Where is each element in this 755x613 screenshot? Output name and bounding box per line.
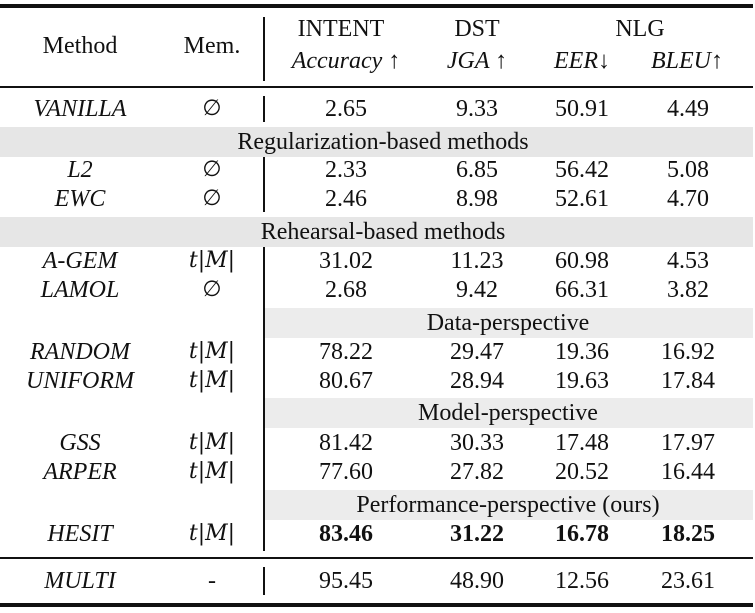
table-row-bleu: 4.53 (667, 248, 709, 274)
table-row-jga: 27.82 (450, 459, 504, 485)
column-divider (263, 96, 265, 122)
table-row-eer: 12.56 (555, 568, 609, 594)
table-row-jga: 48.90 (450, 568, 504, 594)
table-row-bleu: 16.92 (661, 339, 715, 365)
table-row-mem: t|M| (188, 248, 236, 273)
table-row-acc: 77.60 (319, 459, 373, 485)
table-row-eer: 52.61 (555, 186, 609, 212)
table-row-bleu: 23.61 (661, 568, 715, 594)
header-mem: Mem. (183, 33, 241, 59)
header-jga: JGA ↑ (446, 48, 508, 74)
table-row-mem: t|M| (188, 368, 236, 393)
column-divider (263, 17, 265, 81)
table-row-mem: t|M| (188, 339, 236, 364)
table-row-acc: 81.42 (319, 430, 373, 456)
table-row-bleu: 17.84 (661, 368, 715, 394)
table-row-method: EWC (54, 186, 106, 212)
table-row-jga: 9.33 (456, 96, 498, 122)
table-row-mem: t|M| (188, 521, 236, 546)
table-row-bleu: 4.70 (667, 186, 709, 212)
section-band (265, 490, 753, 520)
section-model: Model-perspective (418, 400, 598, 426)
table-row-mem: - (208, 568, 216, 594)
table-row-eer: 16.78 (555, 521, 609, 547)
table-row-method: HESIT (47, 521, 113, 547)
table-row-method: LAMOL (40, 277, 120, 303)
table-row-method: UNIFORM (26, 368, 134, 394)
multi-rule (0, 557, 753, 559)
table-row-jga: 9.42 (456, 277, 498, 303)
section-band (265, 308, 753, 338)
table-row-acc: 2.65 (325, 96, 367, 122)
table-row-mem: ∅ (202, 96, 222, 121)
table-row-eer: 20.52 (555, 459, 609, 485)
section-performance: Performance-perspective (ours) (356, 492, 660, 518)
table-row-bleu: 17.97 (661, 430, 715, 456)
header-dst: DST (454, 16, 500, 42)
table-row-eer: 19.63 (555, 368, 609, 394)
table-row-bleu: 4.49 (667, 96, 709, 122)
table-row-acc: 31.02 (319, 248, 373, 274)
top-rule (0, 4, 753, 8)
table-row-acc: 95.45 (319, 568, 373, 594)
table-row-acc: 2.33 (325, 157, 367, 183)
table-row-method: GSS (59, 430, 101, 456)
table-row-mem: t|M| (188, 430, 236, 455)
table-row-jga: 8.98 (456, 186, 498, 212)
table-row-acc: 2.46 (325, 186, 367, 212)
header-nlg: NLG (615, 16, 665, 42)
column-divider (263, 567, 265, 595)
section-data: Data-perspective (426, 310, 590, 336)
table-row-mem: ∅ (202, 277, 222, 302)
table-row-mem: ∅ (202, 157, 222, 182)
table-row-acc: 80.67 (319, 368, 373, 394)
header-accuracy: Accuracy ↑ (291, 48, 401, 74)
header-bleu: BLEU↑ (651, 48, 723, 74)
header-intent: INTENT (297, 16, 385, 42)
table-row-acc: 83.46 (319, 521, 373, 547)
table-row-method: A-GEM (42, 248, 118, 274)
table-row-method: L2 (67, 157, 93, 183)
table-row-eer: 17.48 (555, 430, 609, 456)
table-row-jga: 29.47 (450, 339, 504, 365)
header-rule (0, 86, 753, 88)
header-method: Method (42, 33, 118, 59)
table-row-bleu: 3.82 (667, 277, 709, 303)
table-row-eer: 19.36 (555, 339, 609, 365)
table-row-eer: 66.31 (555, 277, 609, 303)
table-row-bleu: 16.44 (661, 459, 715, 485)
section-rehearsal: Rehearsal-based methods (260, 219, 506, 245)
column-divider (263, 157, 265, 212)
table-row-method: ARPER (43, 459, 117, 485)
table-row-bleu: 18.25 (661, 521, 715, 547)
table-row-jga: 31.22 (450, 521, 504, 547)
table-row-eer: 56.42 (555, 157, 609, 183)
table-row-mem: ∅ (202, 186, 222, 211)
table-row-method: MULTI (44, 568, 116, 594)
table-row-acc: 78.22 (319, 339, 373, 365)
table-row-method: VANILLA (33, 96, 127, 122)
table-row-eer: 60.98 (555, 248, 609, 274)
header-eer: EER↓ (554, 48, 610, 74)
table-row-jga: 6.85 (456, 157, 498, 183)
table-row-eer: 50.91 (555, 96, 609, 122)
section-band (265, 398, 753, 428)
section-regularization: Regularization-based methods (237, 129, 529, 155)
table-row-jga: 11.23 (450, 248, 504, 274)
section-band (0, 127, 753, 157)
table-row-method: RANDOM (30, 339, 130, 365)
table-row-mem: t|M| (188, 459, 236, 484)
table-row-jga: 30.33 (450, 430, 504, 456)
table-row-acc: 2.68 (325, 277, 367, 303)
column-divider (263, 247, 265, 551)
section-band (0, 217, 753, 247)
bottom-rule (0, 603, 753, 607)
table-row-bleu: 5.08 (667, 157, 709, 183)
table-row-jga: 28.94 (450, 368, 504, 394)
